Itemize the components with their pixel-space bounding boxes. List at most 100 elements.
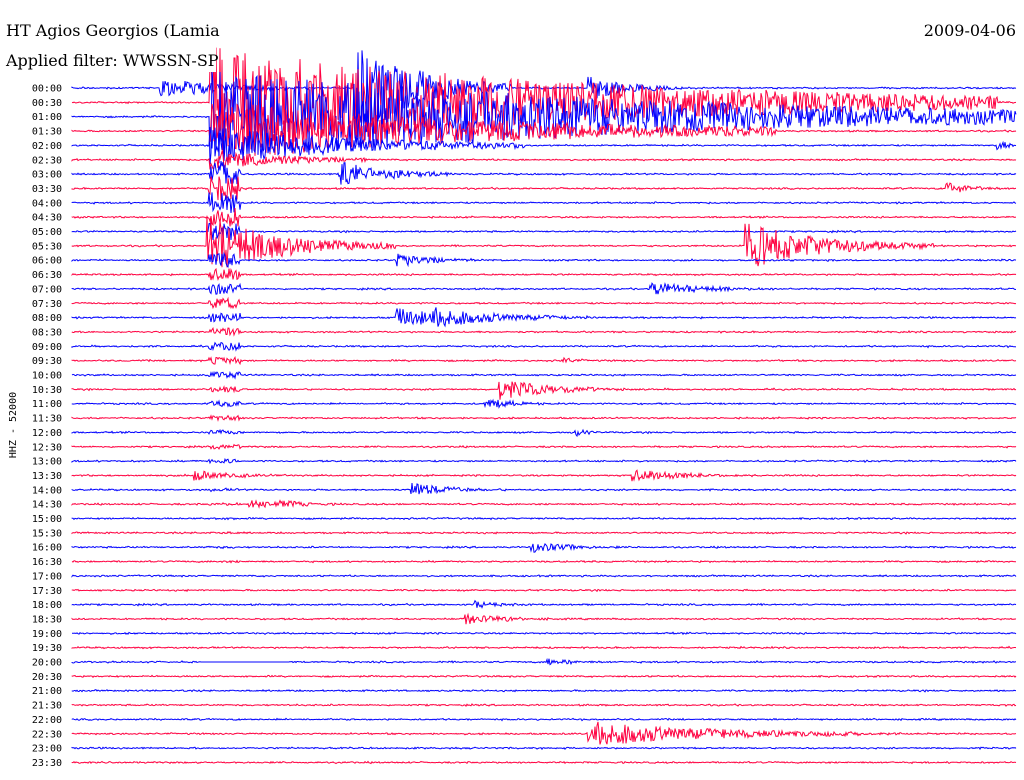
row-time-label: 17:30	[32, 586, 62, 597]
row-time-label: 19:00	[32, 629, 62, 640]
row-time-label: 18:30	[32, 614, 62, 625]
trace-row-1400	[71, 483, 1017, 495]
trace-row-0700	[71, 282, 1017, 295]
trace-row-1830	[71, 612, 1017, 625]
row-time-label: 16:00	[32, 543, 62, 554]
trace-row-0500	[71, 222, 1017, 241]
trace-row-1600	[71, 542, 1017, 553]
trace-row-1730	[71, 588, 1017, 593]
row-time-label: 04:00	[32, 198, 62, 209]
trace-row-2200	[71, 717, 1017, 722]
trace-row-0100	[71, 70, 1017, 165]
row-time-label: 14:30	[32, 500, 62, 511]
trace-row-1300	[71, 457, 1017, 465]
row-time-label: 10:30	[32, 385, 62, 396]
trace-row-2300	[71, 746, 1017, 751]
row-time-label: 19:30	[32, 643, 62, 654]
row-time-label: 03:30	[32, 184, 62, 195]
trace-row-1930	[71, 645, 1017, 650]
trace-row-0200	[71, 127, 1017, 162]
row-time-label: 21:00	[32, 686, 62, 697]
trace-row-0230	[71, 149, 1017, 170]
row-time-label: 09:00	[32, 342, 62, 353]
trace-row-0030	[71, 47, 1017, 154]
title-backdrop	[0, 16, 216, 72]
row-time-label: 08:30	[32, 327, 62, 338]
trace-row-0430	[71, 207, 1017, 227]
row-time-label: 02:00	[32, 141, 62, 152]
trace-row-1330	[71, 469, 1017, 482]
trace-row-0130	[71, 103, 1017, 156]
trace-row-1100	[71, 398, 1017, 409]
row-time-label: 20:00	[32, 658, 62, 669]
row-time-label: 13:00	[32, 457, 62, 468]
trace-row-1900	[72, 631, 1017, 636]
row-time-label: 11:30	[32, 414, 62, 425]
trace-row-0530	[71, 215, 1016, 268]
row-time-label: 22:30	[32, 729, 62, 740]
row-time-label: 12:30	[32, 442, 62, 453]
trace-row-1500	[71, 516, 1017, 521]
row-time-label: 06:00	[32, 256, 62, 267]
date-label: 2009-04-06	[924, 21, 1016, 40]
row-time-label: 05:00	[32, 227, 62, 238]
row-time-label: 02:30	[32, 155, 62, 166]
trace-row-2030	[71, 674, 1017, 679]
channel-axis-label: HHZ - 52000	[8, 392, 19, 458]
row-time-label: 15:00	[32, 514, 62, 525]
row-time-label: 07:00	[32, 284, 62, 295]
row-time-label: 16:30	[32, 557, 62, 568]
trace-row-0800	[71, 307, 1017, 328]
row-time-label: 12:00	[32, 428, 62, 439]
row-time-label: 05:30	[32, 241, 62, 252]
row-time-label: 23:00	[32, 744, 62, 755]
trace-row-2230	[71, 721, 1017, 745]
row-time-label: 01:30	[32, 127, 62, 138]
row-time-label: 22:00	[32, 715, 62, 726]
row-time-label: 07:30	[32, 299, 62, 310]
trace-row-0900	[71, 341, 1017, 352]
trace-row-0730	[71, 296, 1017, 310]
trace-lines	[71, 47, 1017, 765]
row-time-label: 11:00	[32, 399, 62, 410]
trace-row-1700	[71, 574, 1017, 578]
trace-row-1000	[71, 370, 1017, 380]
trace-row-2100	[71, 688, 1016, 693]
trace-row-2330	[71, 760, 1017, 765]
trace-row-1130	[71, 414, 1017, 422]
trace-row-0930	[71, 355, 1017, 366]
row-time-label: 21:30	[32, 701, 62, 712]
time-tick-labels: 00:00 00:30 01:00 01:30 02:00 02:30 03:00 03:30…	[32, 84, 62, 769]
row-time-label: 23:30	[32, 758, 62, 769]
trace-row-1630	[71, 559, 1017, 564]
row-time-label: 01:00	[32, 112, 62, 123]
row-time-label: 03:00	[32, 170, 62, 181]
trace-row-0400	[71, 192, 1017, 214]
trace-row-0630	[71, 267, 1017, 282]
row-time-label: 06:30	[32, 270, 62, 281]
trace-row-1430	[71, 499, 1017, 509]
trace-row-2130	[71, 703, 1017, 707]
trace-row-0330	[71, 176, 1017, 201]
row-time-label: 10:00	[32, 371, 62, 382]
row-time-label: 04:30	[32, 213, 62, 224]
trace-row-1030	[71, 381, 1017, 400]
row-time-label: 20:30	[32, 672, 62, 683]
row-time-label: 17:00	[32, 571, 62, 582]
filter-label: Applied filter: WWSSN-SP	[5, 51, 219, 70]
trace-row-1230	[71, 443, 1017, 450]
trace-row-0600	[71, 251, 1017, 268]
trace-row-2000	[71, 657, 1017, 666]
trace-row-0830	[71, 327, 1017, 337]
row-time-label: 13:30	[32, 471, 62, 482]
trace-row-1800	[71, 599, 1017, 609]
row-time-label: 09:30	[32, 356, 62, 367]
row-time-label: 00:30	[32, 98, 62, 109]
row-time-label: 00:00	[32, 84, 62, 95]
row-time-label: 15:30	[32, 528, 62, 539]
trace-row-1530	[71, 530, 1017, 535]
row-time-label: 08:00	[32, 313, 62, 324]
row-time-label: 14:00	[32, 485, 62, 496]
trace-row-1200	[71, 428, 1017, 438]
